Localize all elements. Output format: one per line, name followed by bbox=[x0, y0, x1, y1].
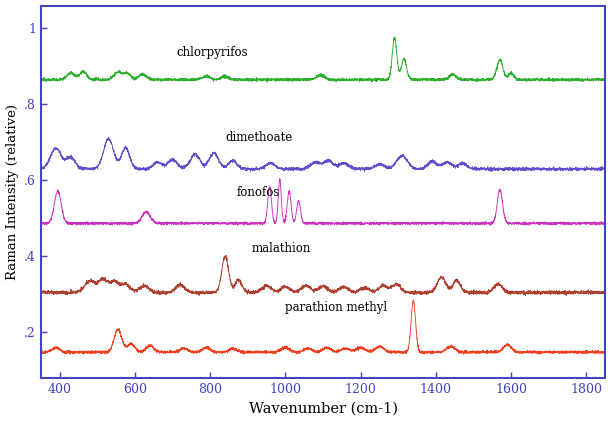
Text: dimethoate: dimethoate bbox=[225, 131, 293, 144]
Text: parathion methyl: parathion methyl bbox=[285, 301, 387, 314]
Y-axis label: Raman Intensity (relative): Raman Intensity (relative) bbox=[5, 104, 18, 280]
Text: chlorpyrifos: chlorpyrifos bbox=[177, 46, 248, 59]
Text: fonofos: fonofos bbox=[236, 186, 280, 199]
Text: malathion: malathion bbox=[252, 242, 311, 255]
X-axis label: Wavenumber (cm-1): Wavenumber (cm-1) bbox=[249, 402, 398, 416]
